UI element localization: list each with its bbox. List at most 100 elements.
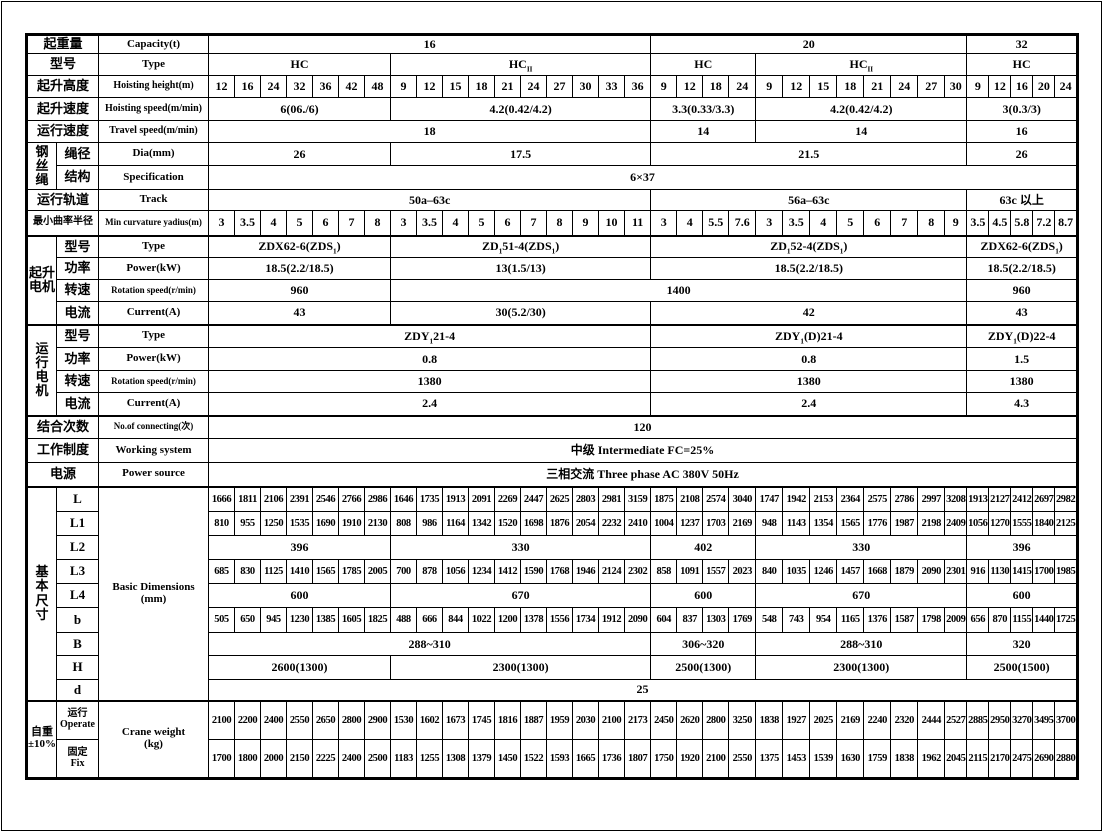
rope-dia-c5: 21.5 bbox=[650, 142, 968, 166]
dim-b-cv2: 945 bbox=[260, 607, 288, 633]
label-zh-travel-motor-type: 型号 bbox=[55, 323, 100, 348]
weight-fix-cv7: 1183 bbox=[390, 739, 418, 779]
dim-L1-cv14: 2054 bbox=[572, 511, 600, 536]
dim-b-cv16: 2090 bbox=[624, 607, 652, 633]
weight-fix-cv25: 1759 bbox=[863, 739, 892, 779]
dim-L1-cv13: 1876 bbox=[546, 511, 574, 536]
min-curvature-radius-cv3: 5 bbox=[286, 210, 314, 236]
weight-operate-cv32: 3495 bbox=[1032, 699, 1056, 740]
weight-fix-cv31: 2475 bbox=[1010, 739, 1034, 779]
min-curvature-radius-cv12: 7 bbox=[520, 210, 548, 236]
dim-L3-cv33: 1985 bbox=[1054, 559, 1078, 584]
dim-L1-cv5: 1910 bbox=[338, 511, 366, 536]
dim-L3-cv16: 2302 bbox=[624, 559, 652, 584]
dim-H-c5: 2500(1500) bbox=[966, 655, 1078, 680]
hoisting-height-cv18: 12 bbox=[676, 75, 704, 98]
travel-motor-power-c4: 1.5 bbox=[966, 347, 1078, 371]
dim-L1-cv30: 1270 bbox=[988, 511, 1012, 536]
dim-H-c4: 2300(1300) bbox=[755, 655, 968, 680]
label-dim-d: d bbox=[55, 679, 100, 701]
row-weight-operate: 自重 ±10% 运行 Operate Crane weight (kg) 2100 22… bbox=[26, 699, 1078, 779]
hoisting-height-cv12: 24 bbox=[520, 75, 548, 98]
weight-fix-cv24: 1630 bbox=[836, 739, 865, 779]
dim-L-cv22: 1942 bbox=[782, 485, 811, 512]
min-curvature-radius-cv33: 8.7 bbox=[1054, 210, 1078, 236]
dim-L3-cv7: 700 bbox=[390, 559, 418, 584]
weight-operate-cv30: 2950 bbox=[988, 699, 1012, 740]
dim-L3-cv4: 1565 bbox=[312, 559, 340, 584]
dim-L-cv13: 2625 bbox=[546, 485, 574, 512]
hoisting-height-cv27: 27 bbox=[917, 75, 946, 98]
label-en-travel-motor-rotation: Rotation speed(r/min) bbox=[98, 370, 210, 393]
min-curvature-radius-cv8: 3.5 bbox=[416, 210, 444, 236]
min-curvature-radius-cv28: 9 bbox=[944, 210, 968, 236]
label-dim-L: L bbox=[55, 485, 100, 512]
row-hoist-motor-rotation: 转速 Rotation speed(r/min) 960 1400 960 bbox=[27, 279, 1078, 302]
dim-L1-cv7: 808 bbox=[390, 511, 418, 536]
weight-fix-cv1: 1800 bbox=[234, 739, 262, 779]
dim-b-cv3: 1230 bbox=[286, 607, 314, 633]
dim-b-cv8: 666 bbox=[416, 607, 444, 633]
weight-fix-cv20: 2550 bbox=[728, 739, 757, 779]
hoist-motor-current-c5: 43 bbox=[966, 301, 1078, 325]
weight-operate-cv24: 2169 bbox=[836, 699, 865, 740]
dim-b-cv31: 1155 bbox=[1010, 607, 1034, 633]
dim-L-cv17: 1875 bbox=[650, 485, 678, 512]
hoisting-height-cv13: 27 bbox=[546, 75, 574, 98]
dim-L1-cv28: 2409 bbox=[944, 511, 968, 536]
hoist-motor-current-c4: 42 bbox=[650, 301, 968, 325]
capacity-c4: 32 bbox=[966, 34, 1078, 54]
label-en-hoist-motor-power: Power(kW) bbox=[98, 257, 210, 280]
dim-L3-cv14: 1946 bbox=[572, 559, 600, 584]
travel-motor-type-c3: ZDY121-4 bbox=[208, 323, 652, 348]
row-hoist-motor-type: 起升 电机 型号 Type ZDX62-6(ZDS1) ZD151-4(ZDS1) ZD1… bbox=[26, 234, 1078, 325]
min-curvature-radius-cv23: 4 bbox=[809, 210, 838, 236]
weight-operate-cv13: 1959 bbox=[546, 699, 574, 740]
label-en-hoist-motor-rotation: Rotation speed(r/min) bbox=[98, 279, 210, 302]
label-zh-hoist-motor-power: 功率 bbox=[55, 257, 100, 280]
dim-b-cv15: 1912 bbox=[598, 607, 626, 633]
dim-L1-cv12: 1698 bbox=[520, 511, 548, 536]
dim-L1-cv4: 1690 bbox=[312, 511, 340, 536]
hoist-motor-current-c2: 43 bbox=[208, 301, 392, 325]
type-c4: HC bbox=[650, 53, 757, 76]
min-curvature-radius-cv9: 4 bbox=[442, 210, 470, 236]
weight-operate-cv2: 2400 bbox=[260, 699, 288, 740]
weight-fix-cv29: 2115 bbox=[966, 739, 990, 779]
weight-operate-cv0: 2100 bbox=[208, 699, 236, 740]
label-zh-basic-dimensions: 基 本 尺 寸 bbox=[26, 485, 57, 701]
weight-operate-cv14: 2030 bbox=[572, 699, 600, 740]
hoisting-height-cv8: 12 bbox=[416, 75, 444, 98]
dim-L-cv29: 1913 bbox=[966, 485, 990, 512]
label-en-hoisting-speed: Hoisting speed(m/min) bbox=[98, 97, 210, 121]
weight-operate-cv5: 2800 bbox=[338, 699, 366, 740]
dim-L1-cv11: 1520 bbox=[494, 511, 522, 536]
row-rope-spec: 结构 Specification 6×37 bbox=[27, 165, 1078, 190]
weight-fix-cv32: 2690 bbox=[1032, 739, 1056, 779]
label-weight-fix: 固定 Fix bbox=[55, 739, 100, 779]
dim-L1-cv25: 1776 bbox=[863, 511, 892, 536]
travel-motor-current-c2: 2.4 bbox=[208, 392, 652, 416]
min-curvature-radius-cv13: 8 bbox=[546, 210, 574, 236]
weight-operate-cv4: 2650 bbox=[312, 699, 340, 740]
row-travel-motor-current: 电流 Current(A) 2.4 2.4 4.3 bbox=[27, 392, 1078, 416]
weight-fix-cv15: 1736 bbox=[598, 739, 626, 779]
dim-b-cv11: 1200 bbox=[494, 607, 522, 633]
label-zh-rope-dia: 绳径 bbox=[55, 142, 100, 166]
label-zh-travel-motor-current: 电流 bbox=[55, 392, 100, 416]
weight-fix-cv21: 1375 bbox=[755, 739, 784, 779]
travel-motor-current-c3: 2.4 bbox=[650, 392, 968, 416]
row-no-of-connecting: 结合次数 No.of connecting(次) 120 bbox=[25, 414, 1078, 439]
weight-fix-cv22: 1453 bbox=[782, 739, 811, 779]
dim-L3-cv15: 2124 bbox=[598, 559, 626, 584]
row-weight-fix: 固定 Fix 1700 1800 2000 2150 2225 2400 2500 1183 12… bbox=[27, 739, 1078, 779]
table-wrap: 起重量 Capacity(t) 16 20 32 型号 Type HC HCII HC HCII HC… bbox=[25, 33, 1079, 780]
dim-b-cv9: 844 bbox=[442, 607, 470, 633]
weight-fix-cv6: 2500 bbox=[364, 739, 392, 779]
min-curvature-radius-cv30: 4.5 bbox=[988, 210, 1012, 236]
dim-L1-cv17: 1004 bbox=[650, 511, 678, 536]
dim-L3-cv24: 1457 bbox=[836, 559, 865, 584]
weight-operate-cv22: 1927 bbox=[782, 699, 811, 740]
dim-L-cv26: 2786 bbox=[890, 485, 919, 512]
weight-operate-cv3: 2550 bbox=[286, 699, 314, 740]
